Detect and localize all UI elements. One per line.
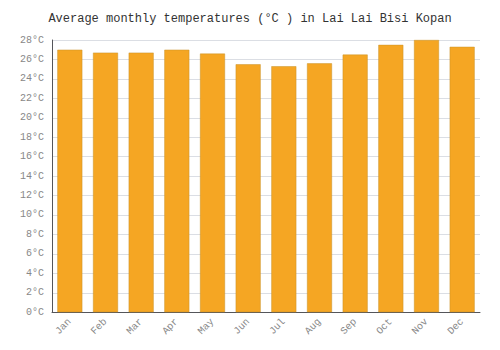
- svg-text:20°C: 20°C: [20, 112, 44, 123]
- svg-text:24°C: 24°C: [20, 73, 44, 84]
- svg-text:Jun: Jun: [232, 316, 252, 336]
- svg-text:Oct: Oct: [374, 316, 394, 336]
- svg-text:Sep: Sep: [339, 316, 359, 336]
- svg-text:May: May: [196, 316, 216, 336]
- svg-text:4°C: 4°C: [26, 268, 44, 279]
- svg-text:10°C: 10°C: [20, 209, 44, 220]
- svg-text:Average monthly temperatures (: Average monthly temperatures (°C ) in La…: [48, 12, 451, 26]
- svg-text:Feb: Feb: [89, 316, 109, 336]
- svg-text:6°C: 6°C: [26, 248, 44, 259]
- svg-text:Jan: Jan: [53, 316, 73, 336]
- svg-text:0°C: 0°C: [26, 307, 44, 318]
- svg-text:26°C: 26°C: [20, 54, 44, 65]
- svg-text:Apr: Apr: [160, 316, 180, 336]
- svg-text:2°C: 2°C: [26, 287, 44, 298]
- svg-text:28°C: 28°C: [20, 35, 44, 46]
- svg-text:14°C: 14°C: [20, 171, 44, 182]
- svg-text:Mar: Mar: [125, 316, 145, 336]
- svg-text:22°C: 22°C: [20, 93, 44, 104]
- svg-text:Nov: Nov: [410, 316, 430, 336]
- svg-text:Aug: Aug: [303, 316, 323, 336]
- svg-text:Dec: Dec: [446, 316, 466, 336]
- svg-text:12°C: 12°C: [20, 190, 44, 201]
- svg-text:Jul: Jul: [267, 316, 287, 336]
- svg-text:18°C: 18°C: [20, 132, 44, 143]
- svg-text:16°C: 16°C: [20, 151, 44, 162]
- svg-text:8°C: 8°C: [26, 229, 44, 240]
